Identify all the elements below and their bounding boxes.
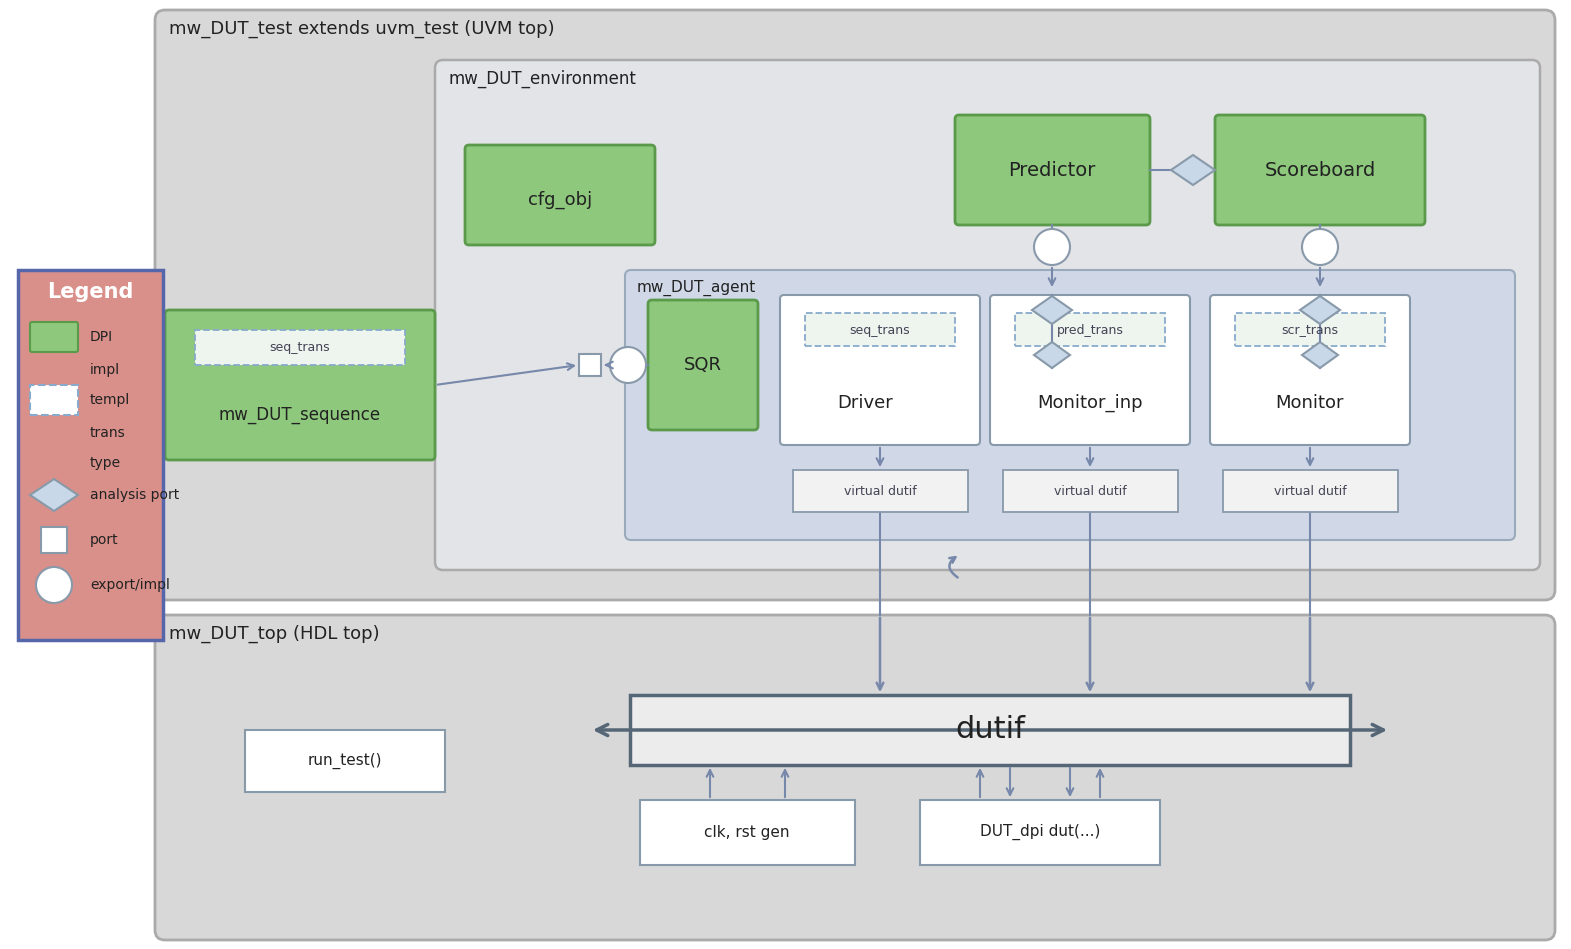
Circle shape [36,567,72,603]
Text: Monitor: Monitor [1276,394,1345,412]
Text: type: type [90,456,121,470]
Bar [30,385,79,415]
FancyBboxPatch shape [156,615,1555,940]
FancyBboxPatch shape [156,10,1555,600]
Bar [41,527,68,553]
Bar [639,800,855,865]
Bar [921,800,1159,865]
Polygon shape [1034,342,1070,368]
Text: clk, rst gen: clk, rst gen [704,825,790,840]
Polygon shape [1302,342,1338,368]
FancyBboxPatch shape [647,300,757,430]
Text: mw_DUT_top (HDL top): mw_DUT_top (HDL top) [170,625,380,643]
Bar [793,470,968,512]
Text: seq_trans: seq_trans [850,324,910,337]
Bar [17,270,163,640]
Text: dutif: dutif [955,716,1024,745]
Text: virtual dutif: virtual dutif [844,485,916,497]
Polygon shape [1032,296,1071,324]
Polygon shape [1299,296,1340,324]
FancyBboxPatch shape [955,115,1150,225]
Text: scr_trans: scr_trans [1282,324,1338,337]
Text: cfg_obj: cfg_obj [528,191,592,209]
Bar [195,330,405,365]
Bar [1222,470,1398,512]
Circle shape [610,347,646,383]
Circle shape [1034,229,1070,265]
Text: templ: templ [90,393,130,407]
Bar [1002,470,1178,512]
Text: virtual dutif: virtual dutif [1054,485,1126,497]
Text: Scoreboard: Scoreboard [1265,160,1376,179]
Bar [580,354,602,376]
Text: virtual dutif: virtual dutif [1274,485,1346,497]
Text: Monitor_inp: Monitor_inp [1037,394,1142,412]
Text: Predictor: Predictor [1009,160,1095,179]
Text: mw_DUT_test extends uvm_test (UVM top): mw_DUT_test extends uvm_test (UVM top) [170,20,555,38]
Circle shape [1302,229,1338,265]
FancyBboxPatch shape [779,295,980,445]
Text: DUT_dpi dut(...): DUT_dpi dut(...) [980,824,1100,840]
Text: pred_trans: pred_trans [1057,324,1123,337]
Text: run_test(): run_test() [308,753,382,769]
Polygon shape [30,479,79,511]
FancyBboxPatch shape [435,60,1540,570]
Text: port: port [90,533,119,547]
FancyBboxPatch shape [30,322,79,352]
FancyBboxPatch shape [465,145,655,245]
Bar [630,695,1349,765]
FancyBboxPatch shape [1210,295,1411,445]
Text: DPI: DPI [90,330,113,344]
FancyBboxPatch shape [625,270,1514,540]
Text: mw_DUT_sequence: mw_DUT_sequence [218,406,382,424]
Bar [1235,313,1386,346]
FancyBboxPatch shape [990,295,1189,445]
Bar [804,313,955,346]
Text: mw_DUT_agent: mw_DUT_agent [636,280,756,296]
Text: seq_trans: seq_trans [270,341,330,353]
Text: Legend: Legend [47,282,134,302]
Text: mw_DUT_environment: mw_DUT_environment [449,70,636,88]
Polygon shape [1170,155,1214,185]
Text: export/impl: export/impl [90,578,170,592]
Text: impl: impl [90,363,119,377]
Text: trans: trans [90,426,126,440]
Text: SQR: SQR [683,356,723,374]
Bar [245,730,445,792]
Text: analysis port: analysis port [90,488,179,502]
Text: Driver: Driver [837,394,892,412]
FancyBboxPatch shape [1214,115,1425,225]
FancyBboxPatch shape [165,310,435,460]
Bar [1015,313,1166,346]
